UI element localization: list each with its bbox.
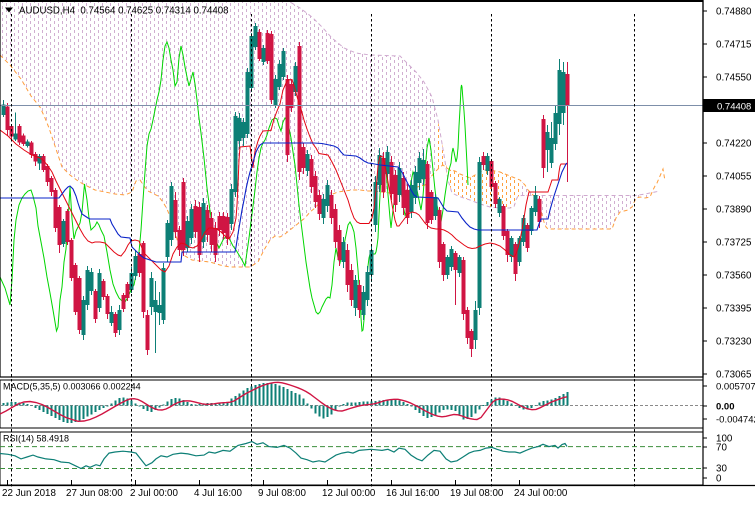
svg-text:0.74880: 0.74880 [716, 7, 752, 18]
svg-text:0.73395: 0.73395 [716, 304, 752, 315]
svg-text:9 Jul 08:00: 9 Jul 08:00 [258, 488, 306, 499]
svg-text:22 Jun 2018: 22 Jun 2018 [2, 488, 56, 499]
svg-text:30: 30 [716, 464, 727, 475]
svg-text:RSI(14) 58.4918: RSI(14) 58.4918 [3, 434, 69, 444]
svg-text:19 Jul 08:00: 19 Jul 08:00 [450, 488, 504, 499]
svg-text:0.74408: 0.74408 [717, 102, 751, 113]
svg-text:0.74220: 0.74220 [716, 139, 752, 150]
svg-text:0.74715: 0.74715 [716, 40, 752, 51]
svg-text:0.73725: 0.73725 [716, 238, 752, 249]
svg-text:0.00: 0.00 [716, 402, 735, 413]
svg-text:0.74055: 0.74055 [716, 172, 752, 183]
svg-text:24 Jul 00:00: 24 Jul 00:00 [514, 488, 568, 499]
svg-text:2 Jul 00:00: 2 Jul 00:00 [130, 488, 178, 499]
svg-text:70: 70 [716, 443, 727, 454]
svg-text:0: 0 [716, 474, 722, 485]
svg-text:0.005707: 0.005707 [716, 382, 755, 393]
svg-text:0.74550: 0.74550 [716, 73, 752, 84]
svg-text:12 Jul 00:00: 12 Jul 00:00 [322, 488, 376, 499]
svg-text:16 Jul 16:00: 16 Jul 16:00 [386, 488, 440, 499]
svg-text:AUDUSD,H4 0.74564 0.74625 0.7: AUDUSD,H4 0.74564 0.74625 0.74314 0.7440… [19, 6, 229, 17]
svg-text:0.73065: 0.73065 [716, 370, 752, 381]
svg-text:0.73560: 0.73560 [716, 271, 752, 282]
svg-text:100: 100 [716, 434, 733, 445]
svg-text:0.73230: 0.73230 [716, 337, 752, 348]
svg-text:MACD(5,35,5) 0.003066 0.002244: MACD(5,35,5) 0.003066 0.002244 [3, 382, 141, 392]
svg-text:4 Jul 16:00: 4 Jul 16:00 [194, 488, 242, 499]
svg-text:0.73890: 0.73890 [716, 205, 752, 216]
svg-text:27 Jun 08:00: 27 Jun 08:00 [66, 488, 123, 499]
svg-text:-0.004742: -0.004742 [716, 415, 755, 426]
